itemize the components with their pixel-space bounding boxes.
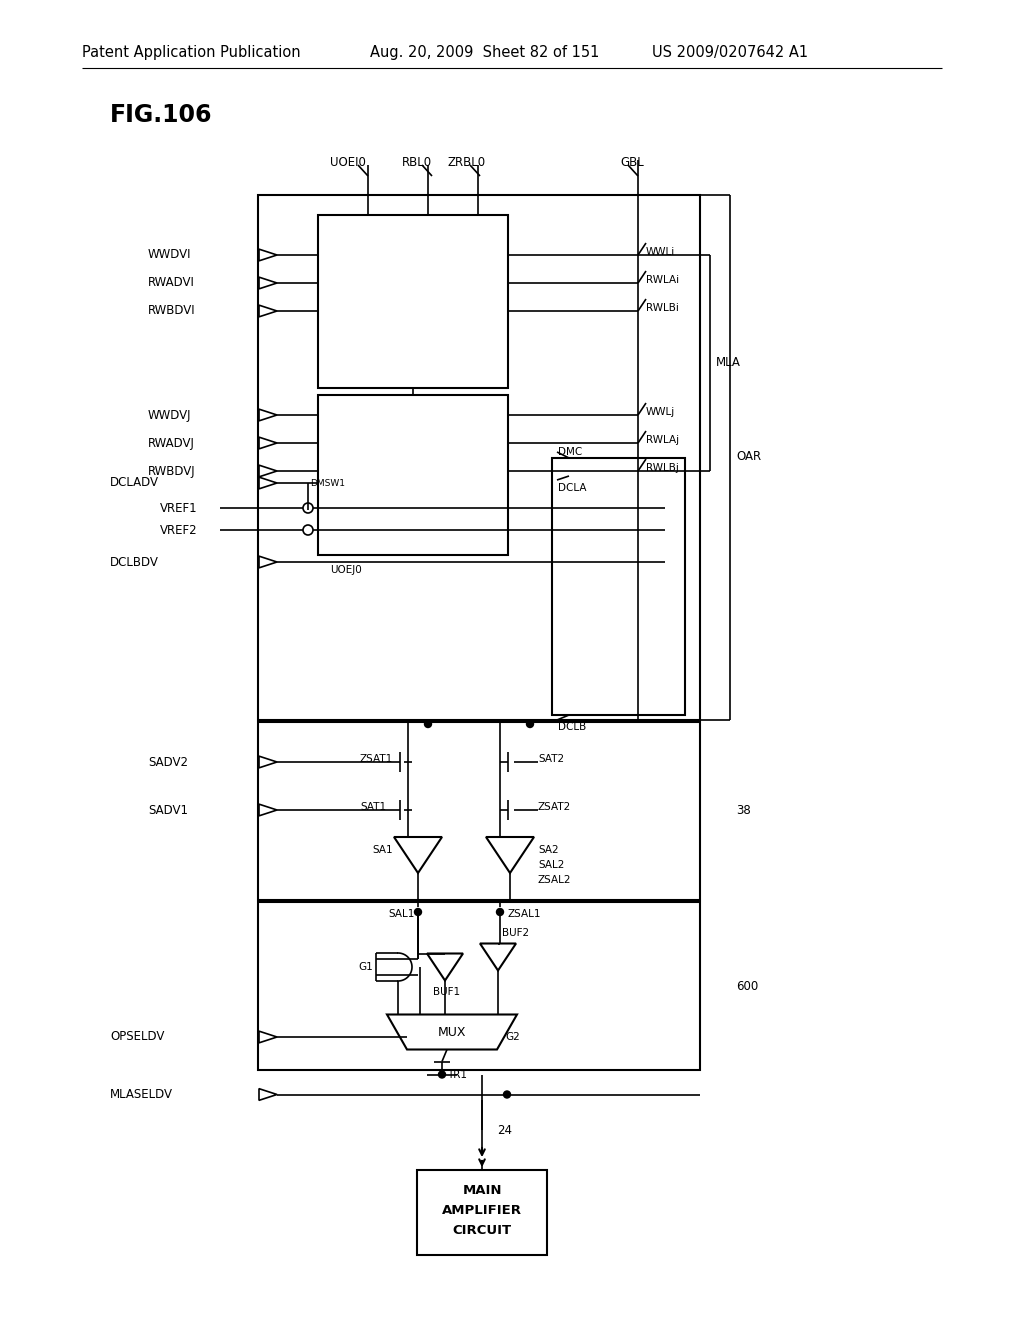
Text: RWLAj: RWLAj (646, 436, 679, 445)
Text: ZRBL0: ZRBL0 (449, 156, 486, 169)
Bar (258, 902, 700, 1071)
Text: DMSW1: DMSW1 (310, 479, 345, 487)
Text: VREF2: VREF2 (160, 524, 198, 536)
Circle shape (425, 721, 431, 727)
Text: G1: G1 (358, 962, 373, 972)
Bar (258, 195, 700, 719)
Circle shape (526, 721, 534, 727)
Text: 24: 24 (497, 1123, 512, 1137)
Text: SADV2: SADV2 (148, 755, 188, 768)
Text: SA1: SA1 (372, 845, 392, 855)
Text: RWADVJ: RWADVJ (148, 437, 195, 450)
Circle shape (438, 1071, 445, 1078)
Text: WWDVJ: WWDVJ (148, 408, 191, 421)
Text: RWBDVI: RWBDVI (148, 305, 196, 318)
Circle shape (504, 1092, 511, 1098)
Text: FIG.106: FIG.106 (110, 103, 213, 127)
Text: DCLADV: DCLADV (110, 477, 159, 490)
Polygon shape (259, 409, 278, 421)
Text: CIRCUIT: CIRCUIT (453, 1224, 512, 1237)
Text: TR1: TR1 (447, 1069, 467, 1080)
Text: ZSAL2: ZSAL2 (538, 875, 571, 884)
Text: WWLi: WWLi (646, 247, 675, 257)
Text: OPSELDV: OPSELDV (110, 1031, 165, 1044)
Text: RWLAi: RWLAi (646, 275, 679, 285)
Polygon shape (259, 756, 278, 768)
Circle shape (497, 908, 504, 916)
Text: G2: G2 (505, 1032, 520, 1041)
Text: AMPLIFIER: AMPLIFIER (442, 1204, 522, 1217)
Text: SA2: SA2 (538, 845, 559, 855)
Polygon shape (259, 305, 278, 317)
Text: MLASELDV: MLASELDV (110, 1088, 173, 1101)
Polygon shape (259, 1089, 278, 1101)
Text: ZSAT2: ZSAT2 (538, 803, 571, 812)
Text: 600: 600 (736, 979, 758, 993)
Text: RWADVI: RWADVI (148, 276, 195, 289)
Polygon shape (259, 465, 278, 477)
Text: SAL2: SAL2 (538, 861, 564, 870)
Polygon shape (259, 556, 278, 568)
Text: OAR: OAR (736, 450, 761, 463)
Text: RWBDVJ: RWBDVJ (148, 465, 196, 478)
Text: BUF2: BUF2 (502, 928, 529, 939)
Polygon shape (259, 437, 278, 449)
Text: DCLBDV: DCLBDV (110, 556, 159, 569)
Text: MAIN: MAIN (462, 1184, 502, 1196)
Polygon shape (259, 249, 278, 261)
Text: UOEJ0: UOEJ0 (330, 565, 361, 576)
Circle shape (303, 525, 313, 535)
Polygon shape (259, 804, 278, 816)
Text: Patent Application Publication: Patent Application Publication (82, 45, 301, 59)
Text: SADV1: SADV1 (148, 804, 188, 817)
Text: ZSAT1: ZSAT1 (360, 754, 393, 764)
Text: Aug. 20, 2009  Sheet 82 of 151: Aug. 20, 2009 Sheet 82 of 151 (370, 45, 599, 59)
Bar (318, 395, 508, 554)
Polygon shape (259, 1031, 278, 1043)
Text: GBL: GBL (620, 156, 644, 169)
Polygon shape (480, 944, 516, 970)
Text: DCLB: DCLB (558, 722, 587, 733)
Polygon shape (486, 837, 534, 873)
Polygon shape (259, 477, 278, 488)
Text: BUF1: BUF1 (433, 987, 460, 997)
Text: SAT2: SAT2 (538, 754, 564, 764)
Text: MUX: MUX (437, 1026, 466, 1039)
Text: RWLBj: RWLBj (646, 463, 679, 473)
Text: 38: 38 (736, 804, 751, 817)
Polygon shape (259, 277, 278, 289)
Text: SAL1: SAL1 (388, 909, 415, 919)
Text: RWLBi: RWLBi (646, 304, 679, 313)
Polygon shape (394, 837, 442, 873)
Text: VREF1: VREF1 (160, 502, 198, 515)
Text: RBL0: RBL0 (402, 156, 432, 169)
Text: US 2009/0207642 A1: US 2009/0207642 A1 (652, 45, 808, 59)
Bar (318, 215, 508, 388)
Circle shape (303, 503, 313, 513)
Bar (258, 722, 700, 900)
Text: DMC: DMC (558, 447, 583, 457)
Bar (417, 1170, 547, 1255)
Text: MLA: MLA (716, 356, 741, 370)
Text: SAT1: SAT1 (360, 803, 386, 812)
Polygon shape (387, 1015, 517, 1049)
Text: DCLA: DCLA (558, 483, 587, 492)
Polygon shape (427, 953, 463, 981)
Text: WWLj: WWLj (646, 407, 675, 417)
Text: UOEI0: UOEI0 (330, 156, 366, 169)
Circle shape (415, 908, 422, 916)
Text: ZSAL1: ZSAL1 (508, 909, 542, 919)
Text: WWDVI: WWDVI (148, 248, 191, 261)
Bar (552, 458, 685, 715)
